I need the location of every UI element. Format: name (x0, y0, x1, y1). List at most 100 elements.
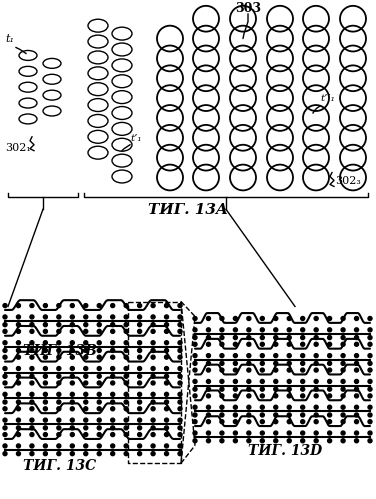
Circle shape (138, 418, 142, 422)
Circle shape (97, 329, 101, 333)
Circle shape (260, 354, 264, 358)
Circle shape (355, 394, 359, 398)
Circle shape (165, 355, 168, 359)
Circle shape (206, 336, 211, 339)
Circle shape (43, 433, 47, 437)
Circle shape (220, 420, 224, 424)
Circle shape (341, 420, 345, 424)
Circle shape (287, 336, 291, 339)
Circle shape (314, 379, 318, 383)
Circle shape (260, 420, 264, 424)
Circle shape (70, 303, 74, 307)
Circle shape (30, 418, 34, 422)
Circle shape (247, 413, 251, 417)
Circle shape (151, 329, 155, 333)
Circle shape (43, 400, 47, 404)
Circle shape (341, 413, 345, 417)
Circle shape (30, 407, 34, 411)
Circle shape (206, 439, 211, 443)
Circle shape (57, 303, 61, 307)
Circle shape (43, 348, 47, 352)
Circle shape (287, 328, 291, 332)
Circle shape (138, 329, 142, 333)
Circle shape (138, 452, 142, 456)
Circle shape (111, 433, 115, 437)
Circle shape (206, 361, 211, 365)
Circle shape (260, 387, 264, 391)
Circle shape (57, 452, 61, 456)
Circle shape (57, 407, 61, 411)
Circle shape (124, 400, 128, 404)
Circle shape (43, 407, 47, 411)
Circle shape (233, 431, 237, 435)
Circle shape (97, 426, 101, 430)
Circle shape (368, 413, 372, 417)
Circle shape (165, 452, 168, 456)
Circle shape (287, 379, 291, 383)
Circle shape (327, 316, 332, 320)
Circle shape (57, 381, 61, 385)
Circle shape (233, 342, 237, 346)
Circle shape (178, 452, 182, 456)
Circle shape (341, 439, 345, 443)
Circle shape (274, 328, 278, 332)
Circle shape (97, 418, 101, 422)
Circle shape (17, 444, 20, 448)
Circle shape (301, 394, 305, 398)
Circle shape (355, 361, 359, 365)
Circle shape (247, 379, 251, 383)
Circle shape (274, 431, 278, 435)
Circle shape (97, 407, 101, 411)
Circle shape (355, 336, 359, 339)
Circle shape (341, 368, 345, 372)
Circle shape (30, 355, 34, 359)
Circle shape (247, 405, 251, 409)
Circle shape (301, 336, 305, 339)
Circle shape (193, 328, 197, 332)
Circle shape (274, 379, 278, 383)
Circle shape (111, 323, 115, 327)
Circle shape (193, 361, 197, 365)
Circle shape (97, 355, 101, 359)
Circle shape (151, 407, 155, 411)
Circle shape (138, 444, 142, 448)
Circle shape (151, 418, 155, 422)
Circle shape (43, 323, 47, 327)
Circle shape (84, 433, 88, 437)
Circle shape (57, 355, 61, 359)
Circle shape (111, 407, 115, 411)
Circle shape (97, 433, 101, 437)
Circle shape (30, 315, 34, 319)
Circle shape (260, 431, 264, 435)
Circle shape (206, 328, 211, 332)
Circle shape (3, 418, 7, 422)
Circle shape (368, 405, 372, 409)
Circle shape (165, 400, 168, 404)
Circle shape (206, 342, 211, 346)
Circle shape (247, 394, 251, 398)
Circle shape (3, 426, 7, 430)
Circle shape (97, 348, 101, 352)
Circle shape (287, 431, 291, 435)
Circle shape (233, 368, 237, 372)
Circle shape (17, 315, 20, 319)
Circle shape (70, 381, 74, 385)
Circle shape (314, 420, 318, 424)
Text: ΤИГ. 13A: ΤИГ. 13A (148, 203, 228, 217)
Text: t’₁: t’₁ (130, 134, 141, 143)
Circle shape (260, 394, 264, 398)
Circle shape (138, 367, 142, 371)
Circle shape (84, 341, 88, 345)
Circle shape (220, 361, 224, 365)
Circle shape (111, 444, 115, 448)
Circle shape (220, 368, 224, 372)
Circle shape (368, 328, 372, 332)
Circle shape (17, 426, 20, 430)
Circle shape (274, 439, 278, 443)
Text: 302₁: 302₁ (5, 143, 31, 153)
Circle shape (70, 341, 74, 345)
Circle shape (84, 329, 88, 333)
Circle shape (165, 323, 168, 327)
Circle shape (70, 348, 74, 352)
Circle shape (30, 374, 34, 378)
